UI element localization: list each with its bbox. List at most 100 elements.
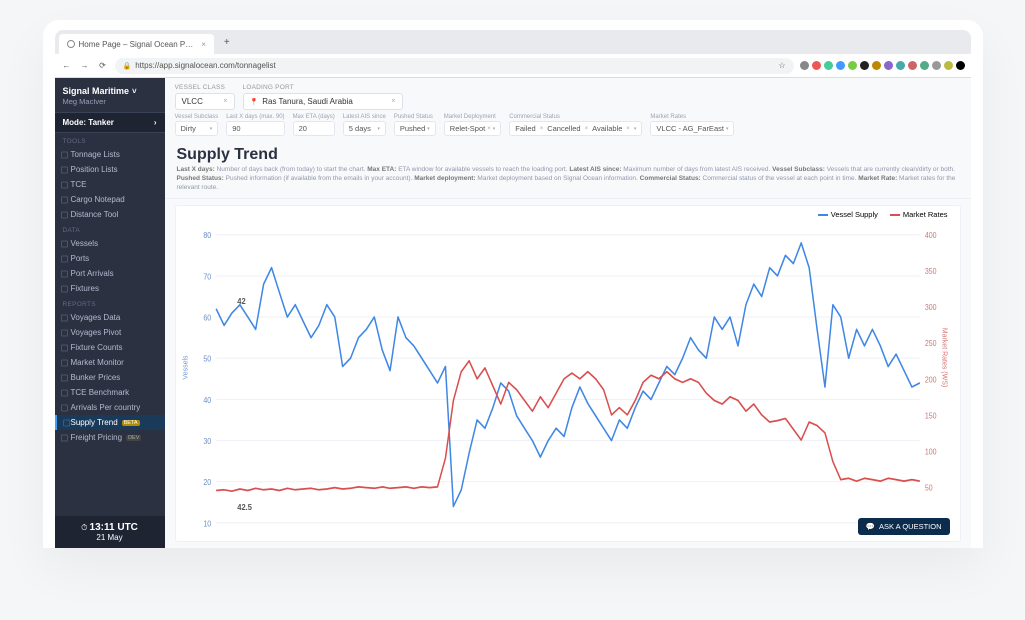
- org-switcher[interactable]: Signal Maritime Meg MacIver: [55, 78, 165, 112]
- sidebar-item-vessels[interactable]: Vessels: [55, 236, 165, 251]
- star-icon[interactable]: ☆: [778, 61, 785, 70]
- filter-label: VESSEL CLASS: [175, 84, 235, 91]
- sidebar-item-label: Vessels: [71, 239, 99, 248]
- sidebar-item-label: Tonnage Lists: [71, 150, 120, 159]
- sidebar-item-arrivals-per-country[interactable]: Arrivals Per country: [55, 400, 165, 415]
- filter-label: Commercial Status: [509, 114, 642, 120]
- sidebar-item-position-lists[interactable]: Position Lists: [55, 162, 165, 177]
- filter-value: Failed: [515, 124, 535, 133]
- lock-icon: 🔒: [123, 62, 132, 70]
- filter-market-deployment[interactable]: Relet-Spot×▾: [444, 121, 501, 136]
- sidebar-item-label: Cargo Notepad: [71, 195, 125, 204]
- sidebar-item-freight-pricing[interactable]: Freight PricingDEV: [55, 430, 165, 445]
- browser-tab[interactable]: Home Page – Signal Ocean P… ×: [59, 34, 214, 54]
- sidebar-item-ports[interactable]: Ports: [55, 251, 165, 266]
- globe-icon: [67, 40, 75, 48]
- back-button[interactable]: ←: [61, 61, 73, 70]
- legend-item: Vessel Supply: [818, 210, 878, 219]
- browser-tab-strip: Home Page – Signal Ocean P… × +: [55, 30, 971, 54]
- sidebar-item-cargo-notepad[interactable]: Cargo Notepad: [55, 192, 165, 207]
- sidebar: Signal Maritime Meg MacIver Mode: Tanker…: [55, 78, 165, 548]
- close-tab-icon[interactable]: ×: [201, 40, 206, 49]
- extension-icon[interactable]: [944, 61, 953, 70]
- extension-icon[interactable]: [956, 61, 965, 70]
- svg-text:50: 50: [203, 355, 211, 365]
- chat-icon: 💬: [866, 522, 875, 531]
- legend-label: Vessel Supply: [831, 210, 878, 219]
- extension-icon[interactable]: [836, 61, 845, 70]
- clock-date: 21 May: [55, 533, 165, 542]
- sidebar-item-fixtures[interactable]: Fixtures: [55, 281, 165, 296]
- sidebar-item-bunker-prices[interactable]: Bunker Prices: [55, 370, 165, 385]
- filter-vessel-subclass[interactable]: Dirty▾: [175, 121, 219, 136]
- mode-selector[interactable]: Mode: Tanker ›: [55, 112, 165, 133]
- clear-icon[interactable]: ×: [626, 126, 630, 132]
- filter-label: Last X days (max. 90): [226, 114, 284, 120]
- svg-text:250: 250: [924, 339, 936, 349]
- extension-icon[interactable]: [884, 61, 893, 70]
- sidebar-item-label: Voyages Pivot: [71, 328, 122, 337]
- forward-button[interactable]: →: [79, 61, 91, 70]
- sidebar-item-fixture-counts[interactable]: Fixture Counts: [55, 340, 165, 355]
- extension-icon[interactable]: [860, 61, 869, 70]
- sidebar-item-label: Distance Tool: [71, 210, 119, 219]
- clear-icon[interactable]: ×: [487, 126, 491, 132]
- svg-text:10: 10: [203, 519, 211, 529]
- chevron-down-icon: ▾: [726, 126, 729, 132]
- vessel-class-select[interactable]: VLCC ×: [175, 93, 235, 110]
- filter-commercial-status[interactable]: Failed×Cancelled×Available×▾: [509, 121, 642, 136]
- sidebar-item-voyages-data[interactable]: Voyages Data: [55, 310, 165, 325]
- loading-port-select[interactable]: 📍 Ras Tanura, Saudi Arabia ×: [243, 93, 403, 110]
- filter-label: LOADING PORT: [243, 84, 403, 91]
- extension-icon[interactable]: [872, 61, 881, 70]
- legend-item: Market Rates: [890, 210, 948, 219]
- ask-question-button[interactable]: 💬 ASK A QUESTION: [858, 518, 950, 535]
- sidebar-item-label: Ports: [71, 254, 90, 263]
- sidebar-item-tce-benchmark[interactable]: TCE Benchmark: [55, 385, 165, 400]
- url-text: https://app.signalocean.com/tonnagelist: [135, 61, 276, 70]
- sidebar-item-label: Arrivals Per country: [71, 403, 141, 412]
- extension-icon[interactable]: [896, 61, 905, 70]
- sidebar-item-voyages-pivot[interactable]: Voyages Pivot: [55, 325, 165, 340]
- filter-value: Cancelled: [547, 124, 580, 133]
- clear-icon[interactable]: ×: [585, 126, 589, 132]
- sidebar-item-tce[interactable]: TCE: [55, 177, 165, 192]
- clear-icon[interactable]: ×: [391, 98, 395, 105]
- filter-value: Available: [592, 124, 622, 133]
- legend-swatch: [890, 214, 900, 216]
- reload-button[interactable]: ⟳: [97, 61, 109, 70]
- new-tab-button[interactable]: +: [218, 37, 236, 48]
- sidebar-item-tonnage-lists[interactable]: Tonnage Lists: [55, 147, 165, 162]
- clear-icon[interactable]: ×: [223, 98, 227, 105]
- filter-value: Relet-Spot: [450, 124, 485, 133]
- filter-value: VLCC - AG_FarEast: [656, 124, 724, 133]
- extension-icon[interactable]: [812, 61, 821, 70]
- sidebar-item-distance-tool[interactable]: Distance Tool: [55, 207, 165, 222]
- filter-max-eta-days-[interactable]: 20: [293, 121, 335, 136]
- extension-icon[interactable]: [824, 61, 833, 70]
- extension-icon[interactable]: [800, 61, 809, 70]
- filter-market-rates[interactable]: VLCC - AG_FarEast▾: [650, 121, 734, 136]
- sidebar-item-label: Supply Trend: [71, 418, 118, 427]
- filter-last-x-days-max-90-[interactable]: 90: [226, 121, 284, 136]
- address-bar[interactable]: 🔒 https://app.signalocean.com/tonnagelis…: [115, 58, 794, 74]
- svg-text:400: 400: [924, 231, 936, 241]
- sidebar-item-port-arrivals[interactable]: Port Arrivals: [55, 266, 165, 281]
- extension-icon[interactable]: [932, 61, 941, 70]
- sidebar-item-supply-trend[interactable]: Supply TrendBETA: [55, 415, 165, 430]
- svg-text:40: 40: [203, 396, 211, 406]
- filter-pushed-status[interactable]: Pushed▾: [394, 121, 436, 136]
- filter-latest-ais-since[interactable]: 5 days▾: [343, 121, 386, 136]
- sidebar-section-label: DATA: [55, 222, 165, 236]
- filter-value: 90: [232, 124, 240, 133]
- vessel-class-value: VLCC: [182, 97, 203, 106]
- sidebar-item-label: Market Monitor: [71, 358, 124, 367]
- extension-icon[interactable]: [920, 61, 929, 70]
- main-content: VESSEL CLASS VLCC × LOADING PORT 📍 Ras T…: [165, 78, 971, 548]
- sidebar-item-market-monitor[interactable]: Market Monitor: [55, 355, 165, 370]
- extension-icon[interactable]: [848, 61, 857, 70]
- svg-text:150: 150: [924, 411, 936, 421]
- clear-icon[interactable]: ×: [540, 126, 544, 132]
- clock-time: 13:11 UTC: [90, 522, 138, 533]
- extension-icon[interactable]: [908, 61, 917, 70]
